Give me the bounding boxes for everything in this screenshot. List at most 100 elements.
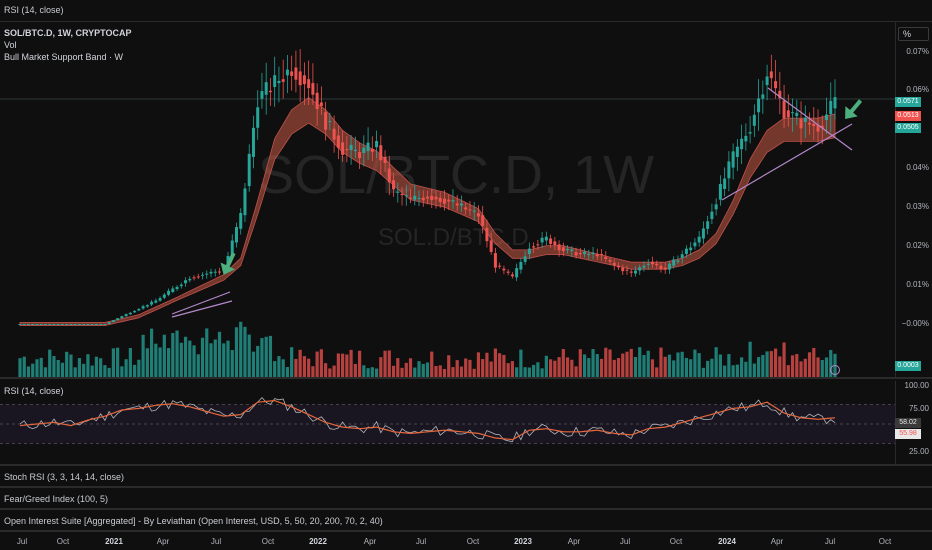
candle-body (379, 145, 383, 161)
volume-bar (120, 366, 124, 377)
percent-scale-button[interactable]: % (898, 27, 929, 41)
volume-bar (807, 352, 812, 377)
volume-bar (459, 366, 464, 377)
top-indicator-label[interactable]: RSI (14, close) (4, 5, 64, 15)
open-interest-label[interactable]: Open Interest Suite [Aggregated] - By Le… (4, 516, 383, 526)
candle-body (803, 117, 807, 122)
candle-body (540, 237, 544, 243)
candle-body (816, 124, 820, 132)
candle-body (532, 246, 536, 248)
price-tag-last: 0.0571 (895, 97, 921, 107)
rsi-ma-tag: 55.98 (895, 429, 921, 439)
candle-body (727, 161, 731, 179)
volume-bar (48, 349, 52, 377)
fear-greed-label[interactable]: Fear/Greed Index (100, 5) (4, 494, 109, 504)
volume-bar (706, 360, 710, 377)
candle-body (752, 114, 756, 126)
candle-body (680, 254, 684, 258)
volume-bar (82, 363, 86, 377)
candle-body (523, 256, 527, 262)
volume-bar (18, 358, 22, 377)
volume-bar (684, 357, 689, 377)
legend-support-band[interactable]: Bull Market Support Band · W (4, 52, 124, 62)
price-tag-band-lower: 0.0505 (895, 123, 921, 133)
volume-bar (124, 359, 128, 377)
stoch-rsi-label[interactable]: Stoch RSI (3, 3, 14, 14, close) (4, 472, 125, 482)
volume-bar (536, 362, 540, 377)
volume-bar (65, 351, 69, 377)
volume-bar (217, 331, 222, 377)
volume-bar (239, 321, 243, 377)
candle-body (561, 247, 565, 252)
candle-body (56, 324, 60, 325)
volume-bar (655, 367, 659, 377)
candle-body (642, 265, 646, 268)
candle-body (438, 197, 442, 202)
watermark-symbol: SOL/BTC.D, 1W (258, 145, 655, 205)
candle-body (328, 120, 332, 122)
price-axis[interactable]: % 0.07% 0.06% 0.04% 0.03% 0.02% 0.01% −0… (895, 22, 932, 377)
fear-greed-pane[interactable]: Fear/Greed Index (100, 5) (0, 488, 932, 510)
candle-body (366, 142, 370, 152)
volume-bar (383, 350, 387, 377)
candle-body (553, 241, 557, 245)
candle-body (791, 112, 795, 114)
candle-body (689, 247, 693, 251)
candle-body (268, 90, 272, 93)
candle-body (612, 262, 616, 266)
candle-body (124, 314, 128, 317)
candle-body (706, 221, 710, 229)
volume-bar (94, 356, 99, 377)
rsi-chart[interactable] (0, 381, 895, 466)
volume-bar (302, 356, 307, 377)
price-pane[interactable]: SOL/BTC.D, 1W SOL.D/BTC.D SOL/BTC.D, 1W,… (0, 22, 932, 379)
x-axis-label: Oct (261, 537, 275, 546)
candle-body (676, 260, 680, 262)
candle-body (740, 138, 744, 150)
candle-body (566, 248, 570, 251)
legend-symbol[interactable]: SOL/BTC.D, 1W, CRYPTOCAP (4, 28, 132, 38)
candle-body (82, 324, 86, 325)
arrow-2021 (220, 252, 236, 275)
volume-bar (455, 360, 459, 377)
volume-bar (438, 365, 442, 377)
volume-bar (540, 368, 544, 377)
volume-bar (701, 367, 706, 377)
candle-body (825, 114, 829, 120)
volume-bar (527, 367, 531, 377)
x-axis-label: Jul (824, 537, 836, 546)
volume-bar (502, 354, 506, 377)
candle-body (769, 71, 773, 79)
candle-body (782, 100, 786, 119)
volume-bar (544, 355, 548, 377)
x-axis-label: Apr (156, 537, 170, 546)
candle-body (723, 178, 727, 189)
volume-bar (561, 349, 565, 377)
volume-bar (689, 359, 693, 377)
price-chart[interactable] (0, 22, 895, 379)
candle-body (358, 152, 362, 159)
candle-body (362, 147, 366, 154)
rsi-label[interactable]: RSI (14, close) (4, 386, 64, 396)
volume-bar (417, 361, 421, 377)
legend-volume[interactable]: Vol (4, 40, 17, 50)
volume-bar (413, 367, 417, 377)
candle-body (99, 324, 103, 325)
volume-bar (773, 348, 778, 377)
open-interest-pane[interactable]: Open Interest Suite [Aggregated] - By Le… (0, 510, 932, 532)
volume-bar (425, 362, 430, 377)
volume-bar (718, 354, 722, 377)
candle-body (336, 135, 340, 148)
stoch-rsi-pane[interactable]: Stoch RSI (3, 3, 14, 14, close) (0, 466, 932, 488)
candle-body (748, 132, 752, 134)
volume-bar (782, 342, 786, 377)
candle-body (684, 248, 688, 255)
volume-bar (769, 351, 773, 377)
candle-body (277, 80, 281, 84)
volume-bar (162, 334, 166, 377)
time-axis[interactable]: Jul Oct 2021 Apr Jul Oct 2022 Apr Jul Oct 2023 Apr J… (0, 532, 932, 550)
candle-body (718, 183, 722, 200)
candle-body (218, 271, 222, 273)
rsi-pane[interactable]: RSI (14, close) 100.00 75.00 25.00 58.02… (0, 381, 932, 466)
candle-body (251, 127, 255, 157)
